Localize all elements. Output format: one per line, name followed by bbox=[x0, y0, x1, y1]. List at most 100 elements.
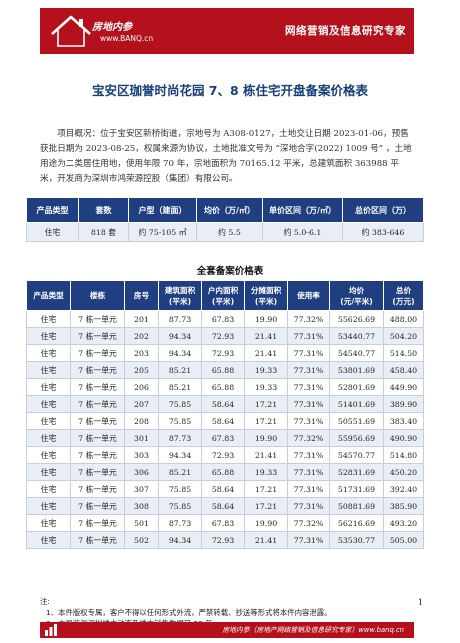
summary-header-cell: 均价（万/㎡） bbox=[196, 197, 263, 223]
table-cell: 493.20 bbox=[383, 514, 424, 532]
table-cell: 67.83 bbox=[201, 429, 245, 447]
page-number: 1 bbox=[418, 598, 424, 607]
table-cell: 17.21 bbox=[244, 395, 288, 413]
table-row: 住宅 7 栋一单元 502 94.34 72.93 21.41 77.31% 53530.77… bbox=[26, 531, 424, 549]
table-cell: 19.33 bbox=[244, 463, 288, 481]
table-cell: 65.88 bbox=[201, 463, 245, 481]
table-cell: 58.64 bbox=[201, 480, 245, 498]
table-cell: 77.31% bbox=[287, 361, 330, 379]
price-table-header-cell: 户内面积 (平米) bbox=[201, 280, 245, 311]
table-cell: 7 栋一单元 bbox=[70, 310, 125, 328]
price-table: 产品类型 楼栋 房号 建筑面积 (平米) 户内面积 (平米) 分摊面积 (平米) 使用率 均价 (元/… bbox=[26, 280, 424, 549]
table-cell: 206 bbox=[124, 378, 159, 396]
table-cell: 54570.77 bbox=[329, 446, 384, 464]
document-title: 宝安区珈誉时尚花园 7、8 栋住宅开盘备案价格表 bbox=[91, 83, 369, 98]
table-cell: 53801.69 bbox=[329, 361, 384, 379]
table-cell: 85.21 bbox=[158, 463, 202, 481]
table-cell: 67.83 bbox=[201, 310, 245, 328]
price-table-header-cell: 分摊面积 (平米) bbox=[244, 280, 288, 311]
table-cell: 21.41 bbox=[244, 531, 288, 549]
header-unit: (万元) bbox=[392, 296, 415, 306]
table-cell: 住宅 bbox=[26, 327, 71, 345]
table-cell: 308 bbox=[124, 497, 159, 515]
table-cell: 住宅 bbox=[26, 344, 71, 362]
table-cell: 50551.69 bbox=[329, 412, 384, 430]
table-row: 住宅 7 栋一单元 205 85.21 65.88 19.33 77.31% 53801.69… bbox=[26, 361, 424, 379]
summary-header-cell: 单价区间（万/㎡） bbox=[262, 197, 343, 223]
summary-cell: 约 75-105 ㎡ bbox=[128, 222, 197, 242]
table-cell: 77.31% bbox=[287, 497, 330, 515]
table-cell: 501 bbox=[124, 514, 159, 532]
header-label: 分摊面积 bbox=[250, 285, 282, 295]
table-cell: 87.73 bbox=[158, 429, 202, 447]
table-cell: 58.64 bbox=[201, 395, 245, 413]
table-cell: 21.41 bbox=[244, 344, 288, 362]
table-cell: 514.50 bbox=[383, 344, 424, 362]
table-row: 住宅 7 栋一单元 203 94.34 72.93 21.41 77.31% 54540.77… bbox=[26, 344, 424, 362]
table-row: 住宅 7 栋一单元 501 87.73 67.83 19.90 77.32% 56216.69… bbox=[26, 514, 424, 532]
table-cell: 488.00 bbox=[383, 310, 424, 328]
table-cell: 75.85 bbox=[158, 395, 202, 413]
project-overview: 项目概况：位于宝安区新桥街道，宗地号为 A308-0127，土地交让日期 202… bbox=[40, 127, 416, 187]
table-cell: 77.31% bbox=[287, 412, 330, 430]
table-cell: 52831.69 bbox=[329, 463, 384, 481]
table-cell: 75.85 bbox=[158, 412, 202, 430]
table-cell: 77.32% bbox=[287, 429, 330, 447]
note-item: 1、本件版权专属，客户不得以任何形式外流，严禁转载、抄送等形式将本件内容泄露。 bbox=[46, 608, 332, 617]
table-cell: 383.40 bbox=[383, 412, 424, 430]
summary-header-cell: 套数 bbox=[78, 197, 129, 223]
table-cell: 21.41 bbox=[244, 446, 288, 464]
table-cell: 306 bbox=[124, 463, 159, 481]
table-cell: 住宅 bbox=[26, 446, 71, 464]
table-cell: 77.31% bbox=[287, 344, 330, 362]
header-unit: (元/平米) bbox=[340, 296, 373, 306]
table-cell: 77.32% bbox=[287, 514, 330, 532]
table-cell: 72.93 bbox=[201, 446, 245, 464]
table-cell: 7 栋一单元 bbox=[70, 531, 125, 549]
table-cell: 住宅 bbox=[26, 310, 71, 328]
price-table-heading: 全套备案价格表 bbox=[196, 266, 264, 277]
table-cell: 72.93 bbox=[201, 327, 245, 345]
summary-row: 住宅 818 套 约 75-105 ㎡ 约 5.5 约 5.0-6.1 约 38… bbox=[26, 222, 424, 242]
table-cell: 55626.69 bbox=[329, 310, 384, 328]
table-cell: 72.93 bbox=[201, 531, 245, 549]
table-cell: 514.80 bbox=[383, 446, 424, 464]
table-cell: 53440.77 bbox=[329, 327, 384, 345]
house-icon bbox=[51, 15, 91, 47]
table-row: 住宅 7 栋一单元 207 75.85 58.64 17.21 77.31% 51401.69… bbox=[26, 395, 424, 413]
header-label: 使用率 bbox=[297, 291, 320, 300]
table-cell: 77.31% bbox=[287, 480, 330, 498]
table-cell: 7 栋一单元 bbox=[70, 497, 125, 515]
header-label: 产品类型 bbox=[33, 291, 64, 300]
table-cell: 301 bbox=[124, 429, 159, 447]
table-cell: 住宅 bbox=[26, 395, 71, 413]
table-cell: 72.93 bbox=[201, 344, 245, 362]
table-cell: 85.21 bbox=[158, 361, 202, 379]
table-cell: 201 bbox=[124, 310, 159, 328]
header-unit: (平米) bbox=[168, 296, 192, 306]
summary-cell: 818 套 bbox=[78, 222, 129, 242]
table-cell: 50881.69 bbox=[329, 497, 384, 515]
table-cell: 55956.69 bbox=[329, 429, 384, 447]
table-row: 住宅 7 栋一单元 202 94.34 72.93 21.41 77.31% 53440.77… bbox=[26, 327, 424, 345]
table-cell: 307 bbox=[124, 480, 159, 498]
price-table-header-cell: 使用率 bbox=[287, 280, 330, 311]
table-cell: 77.31% bbox=[287, 463, 330, 481]
table-cell: 17.21 bbox=[244, 480, 288, 498]
header-unit: (平米) bbox=[211, 296, 235, 306]
price-table-body: 住宅 7 栋一单元 201 87.73 67.83 19.90 77.32% 55626.69… bbox=[26, 310, 424, 549]
table-cell: 住宅 bbox=[26, 412, 71, 430]
table-cell: 87.73 bbox=[158, 310, 202, 328]
table-cell: 502 bbox=[124, 531, 159, 549]
table-cell: 7 栋一单元 bbox=[70, 395, 125, 413]
header-label: 建筑面积 bbox=[164, 285, 196, 295]
table-cell: 53530.77 bbox=[329, 531, 384, 549]
table-cell: 19.90 bbox=[244, 310, 288, 328]
table-cell: 67.83 bbox=[201, 514, 245, 532]
table-cell: 77.31% bbox=[287, 531, 330, 549]
price-table-header-cell: 房号 bbox=[124, 280, 159, 311]
table-cell: 52801.69 bbox=[329, 378, 384, 396]
table-cell: 7 栋一单元 bbox=[70, 378, 125, 396]
header-label: 楼栋 bbox=[89, 291, 106, 300]
summary-cell: 约 383-646 bbox=[342, 222, 424, 242]
